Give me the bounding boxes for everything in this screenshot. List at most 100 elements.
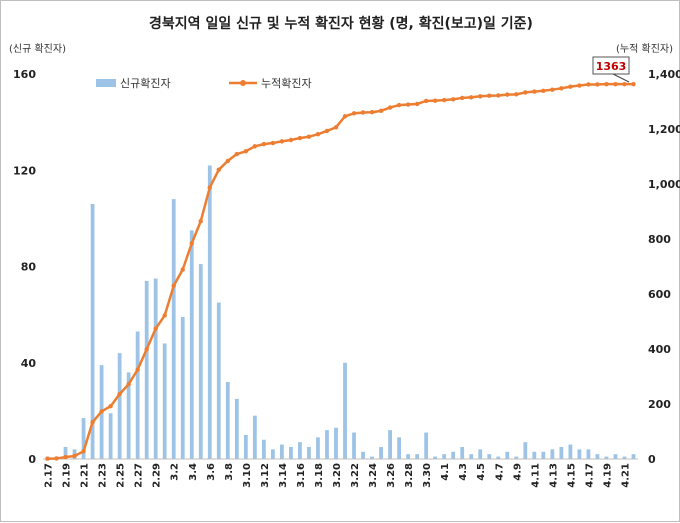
bar [334, 427, 338, 459]
line-point [135, 367, 140, 372]
right-tick-label: 1,400 [648, 68, 680, 81]
bar [532, 451, 537, 459]
line-point [315, 132, 321, 137]
bar [189, 230, 194, 459]
x-tick-label: 4.5 [476, 463, 487, 481]
right-tick-label: 200 [648, 398, 671, 411]
line-point [550, 87, 555, 92]
bar [243, 434, 248, 459]
bar [613, 454, 618, 459]
line-point [54, 456, 59, 461]
line-point [252, 144, 258, 149]
bar [487, 454, 492, 459]
line-point [613, 81, 618, 87]
line-point [586, 82, 591, 87]
bar [171, 199, 176, 459]
bar [117, 353, 122, 459]
line-point [171, 283, 176, 288]
line-point [523, 90, 528, 95]
line-point [469, 95, 474, 100]
line-point [333, 125, 339, 130]
line-point [90, 419, 95, 425]
bar [234, 398, 239, 459]
left-tick-label: 80 [21, 261, 37, 274]
bar [388, 430, 392, 459]
bar [631, 454, 636, 459]
bar [433, 456, 438, 459]
bar [460, 446, 465, 459]
line-point [297, 135, 303, 141]
line-point [541, 88, 546, 93]
bar [505, 451, 510, 459]
x-tick-label: 2.29 [152, 463, 163, 488]
line-point [234, 151, 240, 157]
x-tick-label: 3.22 [350, 463, 361, 488]
x-tick-label: 3.8 [224, 463, 235, 481]
x-tick-label: 2.23 [98, 463, 109, 488]
bar [514, 456, 519, 459]
bar [225, 382, 230, 459]
bar [289, 446, 293, 459]
bar [153, 278, 158, 459]
line-point [261, 141, 267, 147]
line-point [99, 409, 104, 414]
line-point [396, 102, 402, 108]
line-point [405, 102, 411, 107]
line-point [532, 89, 537, 94]
right-tick-label: 400 [648, 343, 671, 356]
x-tick-label: 4.9 [512, 463, 523, 481]
left-axis-ticks: 0 40 80 120 160 [13, 68, 36, 466]
line-point [604, 81, 609, 87]
bar [370, 456, 374, 459]
bar [541, 451, 546, 459]
legend-label-cumulative: 누적확진자 [261, 77, 312, 90]
line-point [189, 241, 194, 246]
right-axis-label: (누적 확진자) [616, 43, 673, 55]
x-tick-label: 2.17 [44, 463, 55, 488]
bar [523, 442, 528, 459]
bar [270, 449, 275, 459]
x-tick-label: 3.6 [206, 463, 217, 481]
left-tick-label: 120 [13, 164, 36, 177]
right-tick-label: 0 [648, 453, 656, 466]
left-tick-label: 0 [28, 453, 36, 466]
line-point [180, 267, 185, 272]
x-tick-label: 3.10 [242, 463, 253, 488]
x-tick-label: 4.21 [620, 463, 631, 488]
line-point [162, 313, 167, 318]
bar [424, 432, 429, 459]
bar [550, 449, 555, 459]
bar [81, 418, 86, 459]
bar [568, 444, 573, 459]
latest-value-callout: 1363 [592, 56, 630, 83]
x-tick-label: 3.16 [296, 463, 307, 488]
line-point [198, 218, 203, 224]
bar [207, 165, 212, 459]
line-point [72, 453, 77, 459]
x-tick-label: 4.3 [458, 463, 469, 481]
line-point [126, 382, 131, 387]
line-point [360, 110, 366, 115]
x-axis-ticks: 2.17 2.19 2.21 2.23 2.25 2.27 2.29 3.2 3.4 3.6 3.8… [44, 463, 632, 488]
line-point [279, 139, 285, 144]
x-tick-label: 4.15 [566, 463, 577, 488]
line-point [414, 101, 420, 107]
line-point [595, 82, 600, 87]
bar [162, 343, 167, 459]
bar [216, 302, 221, 459]
line-point [423, 98, 429, 104]
line-point [622, 81, 627, 87]
line-point [631, 81, 636, 87]
x-tick-label: 3.30 [422, 463, 433, 488]
x-tick-label: 3.18 [314, 463, 325, 488]
line-point [117, 391, 122, 397]
bar [379, 446, 383, 459]
x-tick-label: 4.11 [530, 463, 541, 488]
bar [577, 449, 582, 459]
right-axis-ticks: 0 200 400 600 800 1,000 1,200 1,400 [648, 68, 680, 466]
line-point [505, 92, 510, 97]
line-point [577, 83, 582, 88]
left-tick-label: 160 [13, 68, 36, 81]
